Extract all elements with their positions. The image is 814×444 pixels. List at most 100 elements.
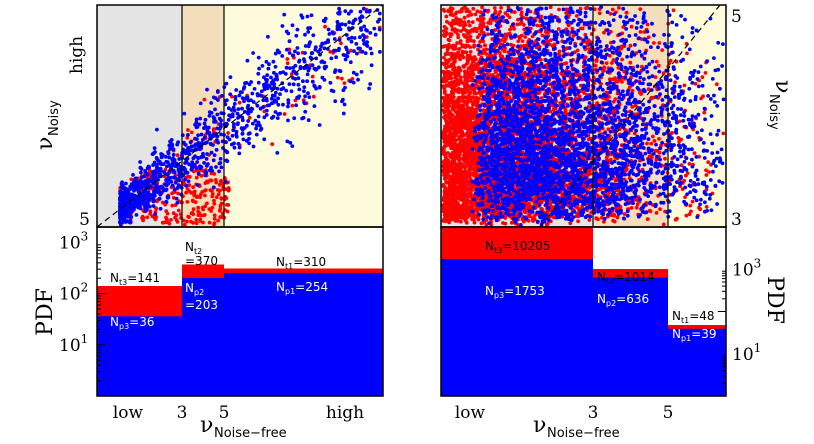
scatter-point-blue (322, 78, 327, 82)
scatter-point-blue (129, 182, 134, 187)
scatter-point-blue (155, 163, 159, 167)
scatter-point-blue (347, 20, 352, 25)
scatter-point-blue (280, 54, 285, 58)
scatter-point-blue (232, 141, 236, 146)
scatter-point-blue (270, 93, 275, 98)
scatter-point-red (217, 183, 222, 187)
scatter-point-red (682, 83, 687, 88)
scatter-point-blue (144, 179, 149, 184)
scatter-point-blue (298, 65, 303, 69)
scatter-point-blue (134, 213, 139, 217)
scatter-point-blue (158, 173, 162, 178)
scatter-point-red (148, 209, 153, 214)
scatter-point-red (185, 200, 190, 204)
scatter-point-blue (323, 40, 328, 45)
scatter-point-blue (273, 64, 278, 69)
scatter-point-red (205, 179, 209, 184)
scatter-point-blue (286, 104, 290, 109)
scatter-point-blue (219, 165, 224, 170)
scatter-point-blue (262, 137, 267, 142)
scatter-point-red (507, 15, 512, 20)
scatter-point-blue (245, 58, 250, 63)
scatter-point-blue (358, 35, 362, 40)
scatter-point-red (459, 29, 463, 33)
scatter-point-blue (158, 206, 163, 211)
scatter-point-blue (152, 146, 157, 151)
scatter-point-red (160, 200, 165, 205)
scatter-point-blue (266, 83, 270, 88)
scatter-point-blue (246, 132, 251, 136)
scatter-point-blue (270, 81, 275, 86)
scatter-point-blue (172, 187, 177, 192)
scatter-point-blue (164, 187, 169, 192)
scatter-point-blue (131, 188, 136, 192)
scatter-point-blue (211, 134, 216, 139)
scatter-point-red (576, 219, 580, 224)
scatter-point-blue (269, 101, 274, 106)
scatter-point-blue (296, 51, 300, 56)
scatter-point-blue (242, 99, 246, 104)
scatter-point-blue (133, 184, 138, 188)
scatter-point-blue (242, 109, 247, 114)
scatter-point-blue (150, 174, 155, 179)
scatter-point-blue (286, 31, 291, 36)
scatter-point-blue (293, 49, 297, 54)
scatter-point-red (189, 130, 194, 135)
scatter-point-blue (270, 116, 274, 120)
scatter-point-blue (273, 51, 278, 56)
scatter-point-red (645, 22, 650, 27)
scatter-point-blue (254, 126, 258, 131)
scatter-point-blue (119, 209, 124, 214)
scatter-point-blue (171, 168, 176, 173)
scatter-point-blue (297, 94, 302, 99)
scatter-point-blue (286, 101, 291, 105)
scatter-point-red (215, 188, 220, 192)
scatter-point-blue (254, 132, 259, 137)
scatter-point-blue (155, 190, 160, 194)
scatter-point-blue (177, 157, 182, 161)
scatter-point-blue (224, 158, 229, 163)
scatter-point-red (654, 211, 659, 215)
scatter-point-blue (240, 96, 245, 100)
scatter-point-red (486, 32, 490, 37)
scatter-point-red (216, 192, 221, 197)
scatter-point-blue (309, 56, 314, 61)
scatter-point-blue (171, 162, 176, 167)
scatter-point-red (187, 183, 192, 188)
scatter-point-red (629, 24, 634, 29)
scatter-point-blue (203, 169, 208, 174)
scatter-point-blue (193, 136, 197, 141)
scatter-point-blue (249, 109, 253, 114)
scatter-point-red (285, 61, 290, 66)
scatter-point-blue (359, 70, 364, 74)
scatter-point-blue (306, 26, 310, 31)
scatter-point-red (285, 57, 290, 61)
scatter-point-blue (269, 75, 273, 80)
scatter-point-blue (369, 63, 374, 68)
scatter-point-blue (206, 125, 211, 130)
scatter-point-red (480, 5, 484, 10)
scatter-point-blue (215, 112, 220, 117)
scatter-point-blue (368, 82, 373, 86)
scatter-point-red (462, 87, 467, 92)
scatter-point-blue (253, 118, 258, 123)
scatter-point-blue (182, 140, 186, 145)
scatter-point-blue (203, 173, 208, 178)
scatter-point-red (174, 218, 179, 223)
scatter-point-blue (205, 87, 209, 92)
scatter-point-blue (289, 89, 294, 94)
scatter-point-blue (282, 12, 287, 17)
scatter-point-red (150, 214, 155, 219)
scatter-point-red (169, 218, 173, 222)
scatter-point-red (462, 15, 467, 20)
scatter-point-blue (378, 50, 382, 54)
scatter-point-blue (246, 119, 251, 123)
scatter-point-blue (237, 145, 242, 150)
scatter-point-red (199, 192, 203, 197)
scatter-point-blue (249, 80, 254, 84)
scatter-point-red (226, 186, 231, 190)
scatter-point-red (201, 220, 205, 225)
scatter-point-red (721, 131, 726, 136)
scatter-point-blue (284, 65, 289, 70)
scatter-point-blue (218, 161, 223, 165)
